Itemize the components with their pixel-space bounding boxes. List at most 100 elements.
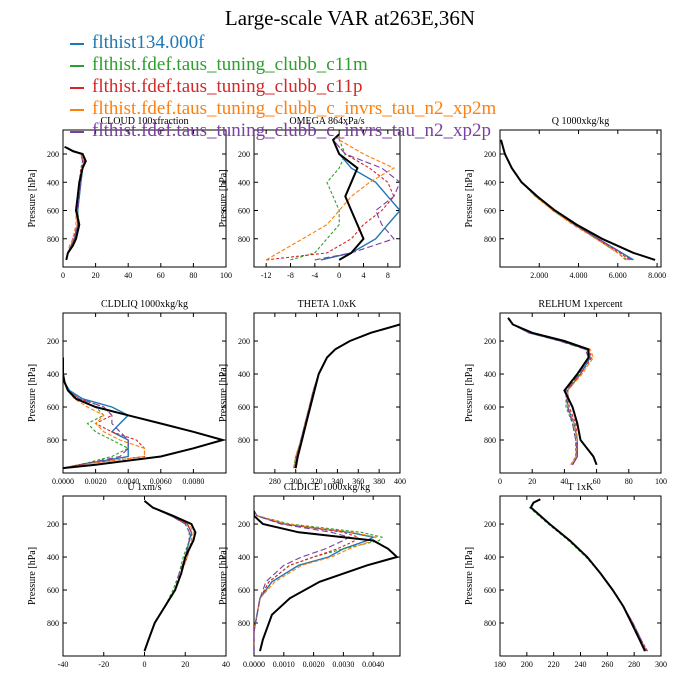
xtick-label: 4.000: [570, 271, 588, 280]
xtick-label: 0: [337, 271, 341, 280]
plot-frame: [499, 129, 662, 268]
legend-entry: flthist.fdef.taus_tuning_clubb_c11p: [70, 76, 496, 98]
panel-7: U 1xm/s 200 400 600 800 Pressure [hPa] -40 -20 0…: [27, 482, 230, 669]
xtick-label: 2.000: [530, 271, 548, 280]
xtick-label: 280: [269, 477, 281, 486]
xtick-label: 360: [352, 477, 364, 486]
xtick-label: 100: [655, 477, 667, 486]
ytick-label: 200: [238, 150, 250, 159]
xtick-label: -8: [287, 271, 294, 280]
xtick-label: 40: [560, 477, 568, 486]
panel-3: Q 1000xkg/kg 200 400 600 800 Pressure [hPa] 2.…: [464, 116, 666, 280]
legend-label: flthist.fdef.taus_tuning_clubb_c_invrs_t…: [92, 120, 491, 141]
ytick-label: 600: [47, 586, 59, 595]
series-line: [64, 145, 87, 261]
legend-label: flthist.fdef.taus_tuning_clubb_c11m: [92, 54, 368, 75]
legend-swatch: [70, 42, 84, 45]
xtick-label: 6.000: [609, 271, 627, 280]
xtick-label: -40: [58, 660, 69, 669]
figure-title: Large-scale VAR at263E,36N: [224, 6, 476, 30]
xtick-label: -20: [98, 660, 109, 669]
plot-frame: [253, 129, 401, 268]
series-line: [507, 317, 590, 466]
ytick-label: 800: [484, 235, 496, 244]
series-line: [293, 323, 400, 469]
xtick-label: 8: [386, 271, 390, 280]
ytick-label: 600: [47, 207, 59, 216]
series-line: [143, 500, 190, 652]
series-line: [507, 317, 598, 466]
xtick-label: 240: [575, 660, 587, 669]
ytick-label: 800: [47, 619, 59, 628]
legend-label: flthist.fdef.taus_tuning_clubb_c_invrs_t…: [92, 98, 497, 119]
ytick-label: 800: [484, 436, 496, 445]
series-line: [64, 146, 84, 261]
ytick-label: 400: [484, 178, 496, 187]
legend-entry: flthist.fdef.taus_tuning_clubb_c11m: [70, 54, 496, 76]
series-line: [254, 510, 378, 652]
panel-title: Q 1000xkg/kg: [552, 116, 610, 127]
xtick-label: 0.0080: [182, 477, 204, 486]
ytick-label: 400: [238, 370, 250, 379]
ytick-label: 400: [484, 553, 496, 562]
series-line: [294, 323, 400, 469]
ytick-label: 400: [238, 178, 250, 187]
series-line: [143, 500, 197, 652]
xtick-label: 300: [290, 477, 302, 486]
xtick-label: 380: [373, 477, 385, 486]
ytick-label: 400: [47, 178, 59, 187]
series-line: [507, 317, 593, 466]
series-line: [63, 357, 146, 469]
legend-swatch: [70, 64, 84, 67]
xtick-label: 0: [143, 660, 147, 669]
panel-title: OMEGA 864xPa/s: [289, 116, 364, 127]
series-line: [266, 133, 395, 261]
xtick-label: 60: [593, 477, 601, 486]
series-line: [507, 317, 591, 466]
panel-title: CLDICE 1000xkg/kg: [284, 482, 370, 493]
xtick-label: 0.0020: [303, 660, 325, 669]
xtick-label: 180: [494, 660, 506, 669]
ytick-label: 400: [47, 553, 59, 562]
y-axis-label: Pressure [hPa]: [218, 169, 229, 227]
ytick-label: 400: [47, 370, 59, 379]
series-line: [290, 134, 346, 261]
series-line: [294, 323, 400, 469]
xtick-label: 0.0030: [332, 660, 354, 669]
series-line: [500, 139, 632, 261]
ytick-label: 600: [484, 586, 496, 595]
legend-entry: flthist.fdef.taus_tuning_clubb_c_invrs_t…: [70, 98, 496, 120]
ytick-label: 600: [238, 403, 250, 412]
legend-swatch: [70, 108, 84, 111]
xtick-label: 0: [498, 477, 502, 486]
series-line: [294, 323, 400, 469]
series-line: [293, 323, 400, 469]
xtick-label: 0.0060: [150, 477, 172, 486]
xtick-label: 280: [628, 660, 640, 669]
legend-swatch: [70, 130, 84, 133]
ytick-label: 800: [484, 619, 496, 628]
ytick-label: 400: [238, 553, 250, 562]
series-line: [254, 510, 399, 652]
y-axis-label: Pressure [hPa]: [27, 547, 38, 605]
y-axis-label: Pressure [hPa]: [464, 364, 475, 422]
xtick-label: 40: [124, 271, 132, 280]
xtick-label: -4: [311, 271, 318, 280]
xtick-label: 200: [521, 660, 533, 669]
ytick-label: 200: [47, 520, 59, 529]
xtick-label: 4: [362, 271, 366, 280]
series-line: [265, 134, 396, 261]
ytick-label: 400: [484, 370, 496, 379]
series-line: [507, 317, 590, 466]
y-axis-label: Pressure [hPa]: [218, 547, 229, 605]
plot-frame: [62, 495, 227, 657]
xtick-label: 8.000: [648, 271, 666, 280]
xtick-label: 20: [181, 660, 189, 669]
plot-frame: [253, 495, 401, 657]
xtick-label: 260: [601, 660, 613, 669]
plot-frame: [62, 312, 227, 474]
ytick-label: 800: [47, 436, 59, 445]
